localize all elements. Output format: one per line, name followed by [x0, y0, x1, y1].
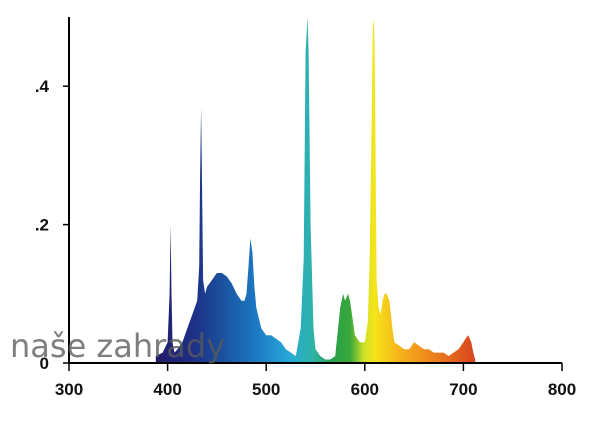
y-tick-label: 0 [40, 354, 49, 373]
y-tick-label: .4 [35, 77, 50, 96]
y-tick-label: .2 [35, 216, 49, 235]
x-tick-label: 700 [449, 380, 477, 399]
x-tick-label: 800 [548, 380, 576, 399]
x-tick-label: 500 [252, 380, 280, 399]
x-tick-label: 400 [153, 380, 181, 399]
x-tick-label: 600 [351, 380, 379, 399]
y-axis-ticks: 0 .2 .4 [35, 77, 69, 373]
x-tick-label: 300 [55, 380, 83, 399]
x-axis-ticks: 300 400 500 600 700 800 [55, 363, 576, 399]
watermark-text: naše zahrady [10, 327, 225, 365]
spectrum-area [155, 17, 476, 363]
